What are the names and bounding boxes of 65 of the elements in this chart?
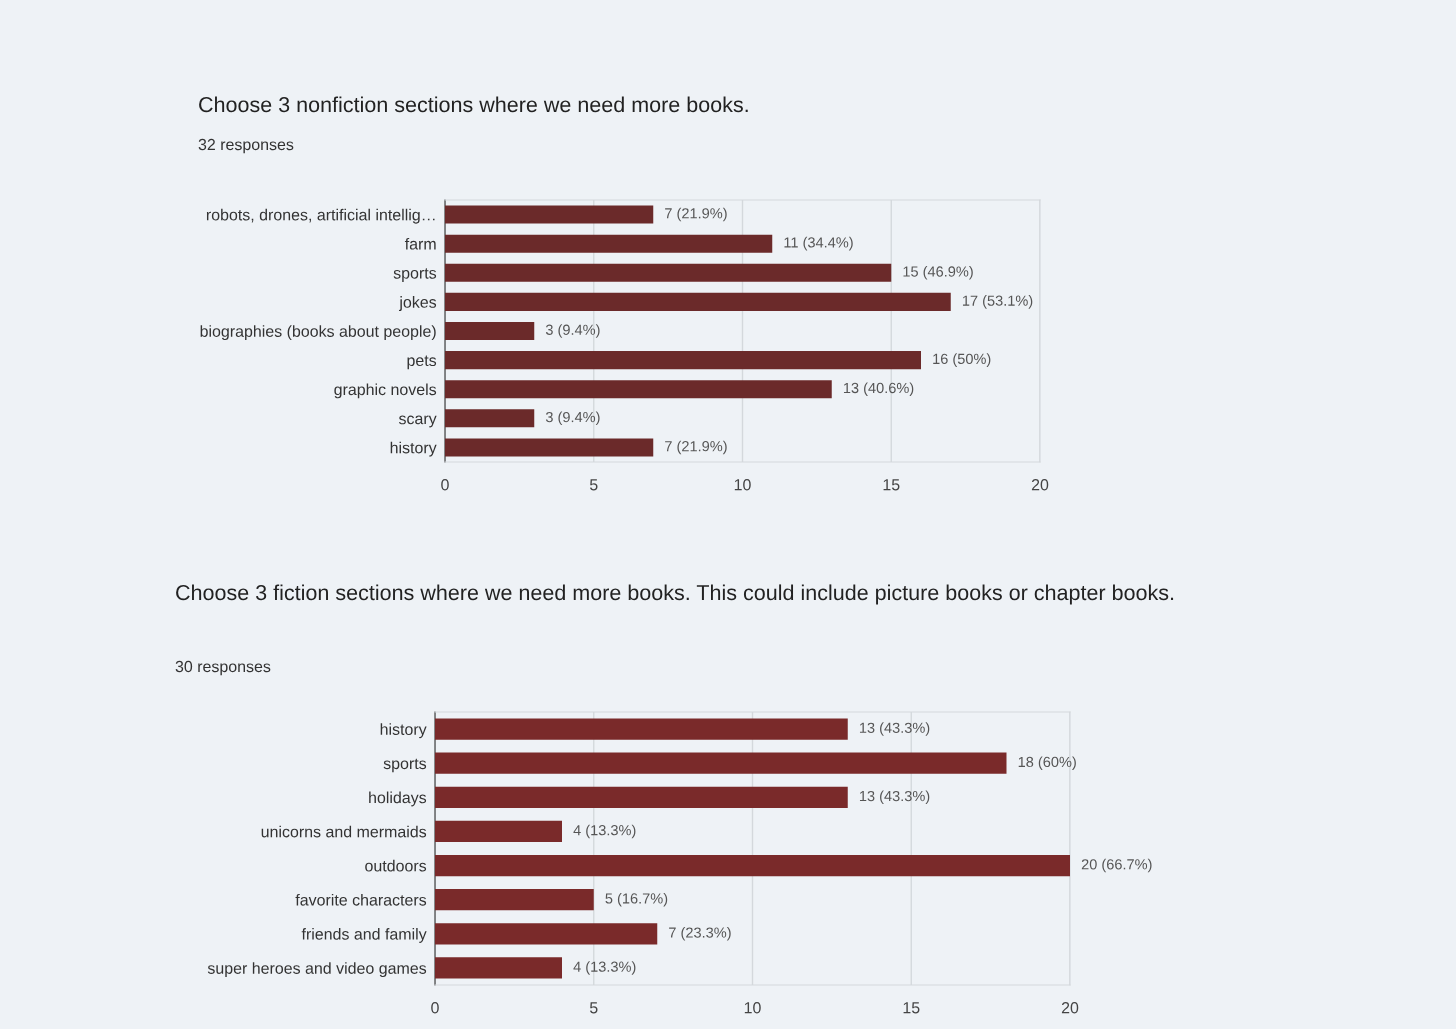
data-label: 4 (13.3%) [573, 961, 636, 975]
y-tick-label: graphic novels [334, 383, 437, 399]
bar [445, 205, 654, 224]
y-tick-label: sports [393, 268, 437, 282]
data-label: 7 (23.3%) [669, 927, 731, 941]
x-tick-label: 10 [744, 1002, 761, 1014]
bar [445, 234, 773, 253]
bar [445, 438, 654, 457]
data-label: 18 (60%) [1018, 756, 1076, 770]
chart-title: Choose 3 fiction sections where we need more books. This could include picture books or chapter books. [176, 584, 1174, 605]
data-label: 3 (9.4%) [545, 324, 600, 338]
bar [445, 321, 535, 341]
y-tick-label: history [390, 441, 437, 457]
data-label: 4 (13.3%) [573, 824, 636, 839]
x-tick-label: 15 [903, 1002, 920, 1014]
data-label: 16 (50%) [933, 353, 991, 367]
y-tick-label: holidays [369, 791, 427, 807]
bar [435, 957, 562, 979]
y-tick-label: outdoors [365, 859, 427, 872]
data-label: 5 (16.7%) [605, 892, 668, 907]
data-label: 7 (21.9%) [665, 440, 727, 455]
y-tick-label: scary [398, 415, 437, 428]
bar [435, 786, 848, 808]
data-label: 15 (46.9%) [903, 265, 973, 280]
bar [435, 820, 562, 843]
bar [445, 409, 535, 428]
bar [445, 263, 892, 282]
x-tick-label: 5 [589, 479, 598, 491]
data-label: 3 (9.4%) [545, 411, 600, 426]
data-label: 11 (34.4%) [784, 236, 853, 251]
x-tick-label: 20 [1031, 479, 1049, 491]
text: 32 responses [198, 138, 294, 154]
y-tick-label: unicorns and mermaids [261, 825, 427, 838]
y-tick-label: history [380, 723, 427, 739]
data-label: 20 (66.7%) [1081, 858, 1152, 873]
y-tick-label: super heroes and video games [207, 962, 427, 978]
bar [445, 380, 832, 399]
y-tick-label: favorite characters [295, 893, 427, 906]
bar [435, 889, 594, 911]
data-label: 13 (40.6%) [843, 382, 914, 397]
y-tick-label: friends and family [301, 928, 427, 943]
y-tick-label: farm [404, 237, 436, 250]
data-label: 13 (43.3%) [859, 790, 930, 805]
y-tick-label: robots, drones, artificial intellig… [206, 208, 435, 224]
x-tick-label: 10 [734, 479, 751, 491]
y-tick-label: sports [383, 758, 427, 773]
bar [445, 351, 921, 370]
data-label: 7 (21.9%) [665, 207, 727, 222]
bar [445, 292, 951, 311]
y-tick-label: jokes [398, 296, 437, 311]
text: 30 responses [175, 660, 271, 676]
x-tick-label: 15 [883, 479, 900, 491]
data-label: 13 (43.3%) [859, 722, 930, 736]
y-tick-label: biographies (books about people) [200, 325, 436, 341]
y-tick-label: pets [407, 355, 437, 370]
bar [435, 718, 848, 740]
data-label: 17 (53.1%) [962, 295, 1033, 309]
x-tick-label: 5 [589, 1002, 598, 1014]
bar [435, 923, 658, 945]
bar [435, 752, 1007, 774]
x-tick-label: 0 [431, 1002, 439, 1014]
x-tick-label: 0 [441, 479, 449, 491]
bar [435, 854, 1070, 877]
x-tick-label: 20 [1061, 1002, 1079, 1014]
chart-title: Choose 3 nonfiction sections where we need more books. [199, 96, 748, 113]
